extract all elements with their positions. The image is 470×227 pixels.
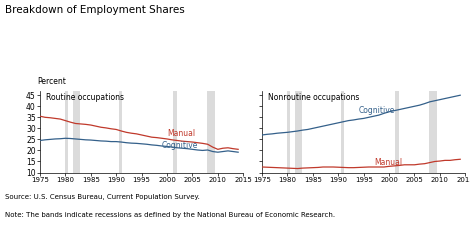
Bar bbox=[73, 91, 80, 173]
Text: Breakdown of Employment Shares: Breakdown of Employment Shares bbox=[5, 5, 184, 15]
Bar bbox=[341, 91, 345, 173]
Text: Percent: Percent bbox=[38, 77, 66, 86]
Bar bbox=[207, 91, 215, 173]
Bar bbox=[173, 91, 177, 173]
Text: Manual: Manual bbox=[167, 129, 195, 138]
Bar bbox=[395, 91, 399, 173]
Bar bbox=[288, 91, 290, 173]
Text: Manual: Manual bbox=[374, 158, 402, 167]
Text: Cognitive: Cognitive bbox=[359, 106, 395, 115]
Text: Cognitive: Cognitive bbox=[162, 141, 198, 150]
Text: Note: The bands indicate recessions as defined by the National Bureau of Economi: Note: The bands indicate recessions as d… bbox=[5, 212, 335, 218]
Text: Nonroutine occupations: Nonroutine occupations bbox=[268, 93, 360, 102]
Text: Routine occupations: Routine occupations bbox=[46, 93, 124, 102]
Bar bbox=[65, 91, 69, 173]
Bar bbox=[295, 91, 302, 173]
Bar bbox=[119, 91, 122, 173]
Text: Source: U.S. Census Bureau, Current Population Survey.: Source: U.S. Census Bureau, Current Popu… bbox=[5, 194, 200, 200]
Bar bbox=[429, 91, 438, 173]
